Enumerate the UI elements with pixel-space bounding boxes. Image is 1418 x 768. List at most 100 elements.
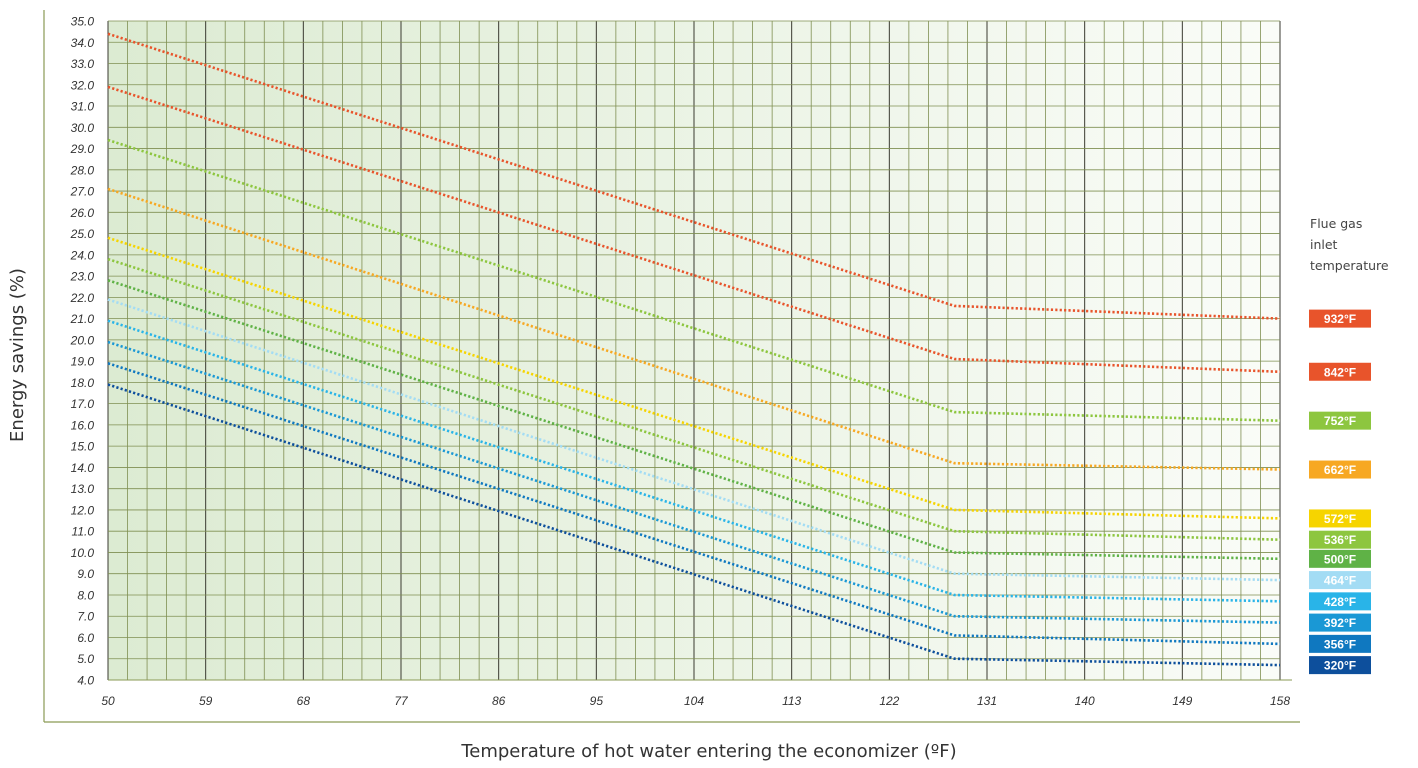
y-tick-label: 24.0: [70, 248, 95, 262]
legend-item: 572°F: [1309, 509, 1371, 528]
legend-swatch: [1309, 634, 1371, 653]
x-axis-title: Temperature of hot water entering the ec…: [460, 741, 956, 762]
y-tick-label: 22.0: [70, 291, 95, 305]
legend-title-line: temperature: [1310, 258, 1389, 273]
legend-item: 464°F: [1309, 571, 1371, 590]
y-tick-label: 10.0: [71, 546, 95, 560]
y-tick-label: 7.0: [77, 610, 94, 624]
legend-label: 932°F: [1324, 312, 1356, 326]
legend-label: 464°F: [1324, 574, 1356, 588]
y-tick-label: 25.0: [70, 227, 95, 241]
grid: [107, 20, 1292, 681]
legend-label: 428°F: [1324, 595, 1356, 609]
y-tick-label: 9.0: [77, 567, 94, 581]
legend-label: 752°F: [1324, 414, 1356, 428]
y-tick-label: 30.0: [71, 121, 95, 135]
y-tick-label: 21.0: [70, 312, 95, 326]
x-tick-labels: 50 59 68 77 86 95 104 113 122 131 140 149 158: [101, 694, 1290, 708]
legend-item: 752°F: [1309, 411, 1371, 430]
x-tick-label: 68: [297, 694, 311, 708]
x-tick-label: 131: [977, 694, 997, 708]
series-lines: [107, 32, 1281, 667]
series-line-932f: [107, 32, 1281, 320]
legend-label: 320°F: [1324, 659, 1356, 673]
legend-label: 662°F: [1324, 463, 1356, 477]
y-tick-label: 19.0: [71, 355, 95, 369]
series-line-500f: [107, 279, 1281, 561]
y-tick-label: 26.0: [70, 206, 95, 220]
legend-swatch: [1309, 411, 1371, 430]
x-tick-label: 50: [101, 694, 115, 708]
y-tick-label: 5.0: [77, 652, 94, 666]
series-line-662f: [107, 187, 1281, 471]
series-line-842f: [107, 85, 1281, 374]
y-tick-label: 31.0: [71, 100, 95, 114]
legend-item: 536°F: [1309, 530, 1371, 549]
legend-swatch: [1309, 509, 1371, 528]
y-tick-label: 23.0: [70, 270, 95, 284]
y-tick-label: 32.0: [71, 78, 95, 92]
y-tick-label: 28.0: [70, 163, 95, 177]
x-tick-label: 95: [590, 694, 604, 708]
legend-swatch: [1309, 460, 1371, 479]
series-line-392f: [107, 340, 1281, 624]
y-tick-label: 18.0: [71, 376, 95, 390]
legend-swatch: [1309, 571, 1371, 590]
legend-item: 500°F: [1309, 549, 1371, 568]
legend: Flue gas inlet temperature 932°F 842°F 752°F 6…: [1309, 216, 1389, 675]
x-tick-label: 86: [492, 694, 506, 708]
y-tick-label: 11.0: [72, 525, 95, 539]
legend-item: 320°F: [1309, 656, 1371, 675]
series-line-572f: [107, 236, 1281, 520]
y-tick-label: 14.0: [71, 461, 95, 475]
y-tick-label: 8.0: [77, 588, 94, 602]
series-line-536f: [107, 257, 1281, 541]
legend-item: 356°F: [1309, 634, 1371, 653]
legend-label: 392°F: [1324, 616, 1356, 630]
series-line-464f: [107, 298, 1281, 582]
y-tick-label: 33.0: [71, 57, 95, 71]
y-tick-labels: 35.0 34.0 33.0 32.0 31.0 30.0 29.0 28.0 27.0 26.0…: [70, 15, 95, 688]
legend-item: 842°F: [1309, 362, 1371, 381]
x-tick-label: 104: [684, 694, 704, 708]
x-tick-label: 122: [879, 694, 899, 708]
legend-title-line: Flue gas: [1310, 216, 1362, 231]
y-tick-label: 29.0: [70, 142, 95, 156]
y-axis-title: Energy savings (%): [7, 268, 28, 442]
y-tick-label: 27.0: [70, 185, 95, 199]
legend-item: 662°F: [1309, 460, 1371, 479]
legend-label: 572°F: [1324, 512, 1356, 526]
y-tick-label: 17.0: [71, 397, 95, 411]
legend-swatch: [1309, 549, 1371, 568]
y-tick-label: 15.0: [71, 440, 95, 454]
x-tick-label: 158: [1270, 694, 1290, 708]
legend-swatch: [1309, 592, 1371, 611]
legend-swatch: [1309, 362, 1371, 381]
legend-label: 842°F: [1324, 365, 1356, 379]
y-tick-label: 16.0: [71, 418, 95, 432]
y-tick-label: 4.0: [77, 674, 94, 688]
legend-swatch: [1309, 656, 1371, 675]
x-tick-label: 59: [199, 694, 213, 708]
y-tick-label: 20.0: [70, 333, 95, 347]
y-tick-label: 34.0: [71, 36, 95, 50]
legend-item: 392°F: [1309, 613, 1371, 632]
series-line-428f: [107, 319, 1281, 603]
y-tick-label: 12.0: [71, 503, 95, 517]
legend-item: 932°F: [1309, 309, 1371, 328]
x-tick-label: 140: [1075, 694, 1095, 708]
series-line-752f: [107, 138, 1281, 422]
legend-label: 500°F: [1324, 552, 1356, 566]
x-tick-label: 149: [1172, 694, 1192, 708]
legend-label: 356°F: [1324, 637, 1356, 651]
legend-item: 428°F: [1309, 592, 1371, 611]
y-tick-label: 6.0: [77, 631, 94, 645]
series-line-320f: [107, 383, 1281, 667]
legend-swatch: [1309, 530, 1371, 549]
legend-label: 536°F: [1324, 533, 1356, 547]
legend-swatch: [1309, 309, 1371, 328]
y-tick-label: 13.0: [71, 482, 95, 496]
legend-title-line: inlet: [1310, 237, 1338, 252]
legend-swatch: [1309, 613, 1371, 632]
